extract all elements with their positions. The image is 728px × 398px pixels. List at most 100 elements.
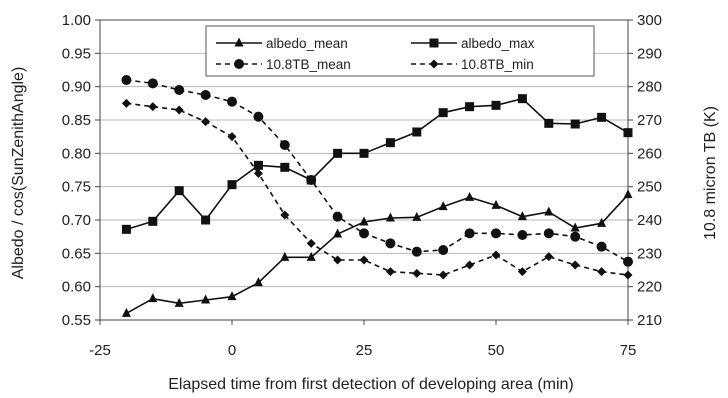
y2-tick-label: 260	[637, 145, 662, 162]
data-point-triangle	[544, 206, 554, 216]
data-point-diamond	[491, 250, 501, 260]
legend: albedo_mean albedo_max 10.8TB_mean 10.8TB_m…	[205, 25, 595, 77]
data-point-triangle	[623, 189, 633, 199]
series-albedo_mean	[121, 189, 633, 317]
data-point-square	[359, 148, 369, 158]
data-point-square	[333, 148, 343, 158]
data-point-circle	[596, 241, 607, 252]
data-point-circle	[279, 140, 290, 150]
data-point-square	[597, 112, 607, 122]
data-point-square	[623, 128, 633, 138]
data-point-circle	[121, 75, 132, 85]
data-point-diamond	[333, 255, 343, 265]
y-tick-label: 0.90	[62, 79, 91, 96]
x-tick-label: 75	[620, 342, 637, 359]
data-point-triangle	[570, 222, 580, 232]
series-albedo_max	[121, 94, 633, 234]
data-point-circle	[385, 238, 396, 249]
data-point-diamond	[306, 238, 316, 248]
y-tick-label: 0.75	[62, 179, 91, 196]
legend-label: albedo_mean	[266, 36, 348, 51]
data-point-triangle	[359, 216, 369, 226]
y2-tick-label: 290	[637, 45, 662, 62]
data-point-diamond	[517, 267, 527, 277]
data-point-diamond	[121, 98, 131, 108]
series-layer	[121, 75, 633, 317]
data-point-square	[148, 216, 158, 226]
data-point-square	[517, 94, 527, 104]
y2-tick-label: 270	[637, 112, 662, 129]
data-point-diamond	[253, 168, 263, 178]
data-point-diamond	[429, 59, 439, 69]
data-point-triangle	[385, 212, 395, 222]
data-point-square	[227, 180, 237, 190]
legend-label: 10.8TB_min	[461, 57, 534, 72]
data-point-triangle	[597, 217, 607, 227]
y2-tick-label: 300	[637, 12, 662, 29]
data-point-circle	[438, 245, 449, 255]
data-point-diamond	[227, 132, 237, 142]
data-point-square	[544, 118, 554, 128]
data-point-circle	[359, 228, 369, 239]
y-tick-label: 0.60	[62, 279, 91, 296]
x-tick-label: 25	[356, 342, 373, 359]
data-point-circle	[332, 211, 343, 222]
axis-ticks: 0.55 0.60 0.65 0.70 0.75 0.80 0.85 0.90 0.95 1.00…	[62, 12, 662, 359]
data-point-triangle	[517, 211, 527, 221]
data-point-diamond	[385, 267, 395, 277]
data-point-square	[174, 186, 184, 196]
y2-tick-label: 220	[637, 279, 662, 296]
data-point-square	[121, 224, 131, 234]
data-point-circle	[147, 78, 158, 89]
series-10.8TB_mean	[121, 75, 633, 267]
data-point-diamond	[359, 255, 369, 265]
y-tick-label: 0.80	[62, 145, 91, 162]
y2-tick-label: 250	[637, 179, 662, 196]
data-point-diamond	[597, 267, 607, 277]
data-point-triangle	[465, 191, 475, 201]
data-point-square	[412, 127, 422, 137]
data-point-circle	[306, 175, 317, 185]
data-point-diamond	[570, 260, 580, 270]
series-line	[126, 97, 629, 231]
data-point-square	[280, 162, 290, 172]
data-point-circle	[253, 111, 264, 122]
y-tick-label: 1.00	[62, 12, 91, 29]
y2-axis-label: 10.8 micron TB (K)	[702, 106, 719, 240]
series-line	[126, 194, 629, 315]
data-point-diamond	[465, 260, 475, 270]
y-tick-label: 0.70	[62, 212, 91, 229]
data-point-square	[491, 100, 501, 110]
data-point-circle	[234, 59, 244, 69]
data-point-square	[438, 108, 448, 118]
data-point-square	[253, 160, 263, 170]
data-point-circle	[570, 231, 581, 242]
data-point-square	[570, 119, 580, 129]
data-point-circle	[174, 85, 185, 95]
data-point-diamond	[438, 270, 448, 280]
data-point-triangle	[438, 201, 448, 211]
data-point-triangle	[491, 199, 501, 209]
data-point-diamond	[623, 270, 633, 280]
y-tick-label: 0.85	[62, 112, 91, 129]
data-point-circle	[411, 246, 422, 257]
data-point-diamond	[412, 268, 422, 278]
data-point-circle	[491, 228, 501, 239]
legend-box	[205, 25, 595, 77]
data-point-square	[429, 38, 439, 48]
data-point-circle	[543, 228, 554, 239]
data-point-triangle	[201, 294, 211, 304]
y-tick-label: 0.55	[62, 312, 91, 329]
data-point-diamond	[174, 105, 184, 115]
data-point-diamond	[280, 210, 290, 220]
y-axis-label: Albedo / cos(SunZenithAngle)	[10, 67, 27, 280]
y-tick-label: 0.65	[62, 245, 91, 262]
data-point-square	[201, 215, 211, 225]
y-tick-label: 0.95	[62, 45, 91, 62]
data-point-diamond	[201, 117, 211, 127]
data-point-circle	[464, 228, 475, 239]
data-point-triangle	[148, 293, 158, 303]
data-point-triangle	[333, 228, 343, 238]
data-point-circle	[227, 96, 237, 107]
